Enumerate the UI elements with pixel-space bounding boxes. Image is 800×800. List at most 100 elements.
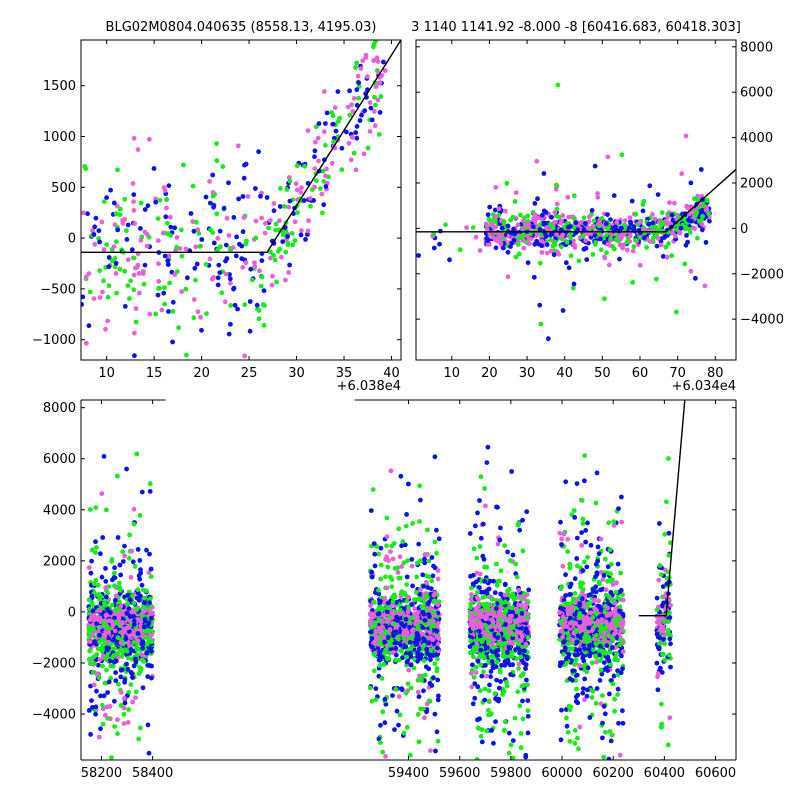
data-point — [519, 602, 525, 608]
data-point — [89, 698, 94, 703]
data-point — [483, 221, 489, 227]
data-point — [273, 227, 278, 233]
data-point — [514, 574, 520, 580]
data-point — [595, 191, 600, 196]
data-point — [493, 214, 498, 220]
data-point — [258, 193, 263, 199]
data-point — [495, 653, 501, 658]
data-point — [369, 574, 375, 580]
data-point — [484, 632, 489, 637]
data-point — [138, 237, 144, 243]
data-point — [96, 662, 101, 668]
data-point — [90, 626, 95, 631]
data-point — [147, 136, 152, 142]
data-point — [672, 200, 677, 206]
data-point — [196, 231, 202, 236]
data-point — [367, 685, 373, 691]
data-point — [390, 599, 396, 604]
data-point — [131, 663, 137, 669]
data-point — [85, 211, 90, 217]
data-point — [199, 237, 205, 242]
data-point — [142, 262, 148, 268]
data-point — [530, 224, 536, 230]
data-point — [434, 628, 440, 634]
data-point — [413, 642, 419, 647]
data-point — [364, 74, 370, 80]
data-point — [240, 229, 246, 235]
data-point — [525, 708, 531, 714]
data-point — [368, 622, 374, 627]
data-point — [404, 574, 410, 580]
data-point — [93, 704, 99, 710]
data-point — [87, 289, 93, 295]
data-point — [372, 109, 377, 114]
data-point — [431, 618, 436, 624]
data-point — [470, 225, 476, 231]
data-point — [433, 748, 438, 754]
data-point — [482, 578, 487, 584]
data-point — [482, 686, 488, 692]
data-point — [604, 250, 609, 256]
y-tick-label: 6000 — [740, 86, 773, 101]
data-point — [485, 212, 491, 218]
data-point — [174, 244, 180, 250]
data-point — [118, 610, 124, 616]
data-point — [513, 561, 519, 567]
data-point — [100, 702, 105, 708]
data-point — [606, 224, 611, 230]
data-point — [511, 237, 517, 243]
data-point — [473, 234, 479, 240]
data-point — [496, 621, 501, 627]
data-point — [593, 240, 599, 245]
data-point — [117, 562, 123, 568]
data-point — [244, 238, 249, 244]
data-point — [323, 173, 328, 179]
data-point — [428, 586, 434, 592]
data-point — [362, 108, 368, 114]
data-point — [426, 558, 432, 564]
data-point — [421, 658, 427, 664]
data-point — [491, 740, 496, 746]
data-point — [477, 688, 483, 694]
data-point — [373, 102, 378, 108]
data-point — [140, 685, 146, 691]
data-point — [370, 487, 376, 492]
data-point — [680, 211, 685, 217]
data-point — [398, 473, 404, 479]
data-point — [133, 656, 139, 662]
data-point — [96, 628, 101, 634]
data-point — [483, 663, 488, 668]
data-point — [347, 88, 352, 94]
data-point — [170, 299, 176, 305]
x-tick-label: 30 — [519, 366, 536, 381]
data-point — [188, 211, 194, 216]
data-point — [598, 247, 604, 253]
data-point — [323, 142, 328, 148]
data-point — [477, 610, 482, 615]
data-point — [142, 207, 148, 212]
data-point — [113, 619, 119, 625]
data-point — [256, 149, 261, 155]
data-point — [654, 276, 659, 282]
data-point — [412, 611, 417, 617]
data-point — [678, 225, 684, 231]
data-point — [103, 326, 108, 332]
data-point — [132, 563, 138, 569]
data-point — [321, 202, 327, 208]
data-point — [497, 669, 503, 675]
data-point — [477, 585, 482, 590]
data-point — [566, 265, 572, 271]
data-point — [307, 196, 313, 201]
data-point — [422, 715, 427, 721]
data-point — [155, 292, 161, 298]
data-point — [592, 163, 598, 169]
data-point — [122, 543, 127, 549]
data-point — [576, 258, 582, 264]
data-point — [133, 689, 139, 695]
data-point — [103, 507, 109, 513]
data-point — [508, 650, 514, 655]
data-point — [434, 668, 440, 674]
data-point — [509, 613, 514, 619]
data-point — [389, 584, 395, 590]
data-point — [323, 184, 329, 189]
